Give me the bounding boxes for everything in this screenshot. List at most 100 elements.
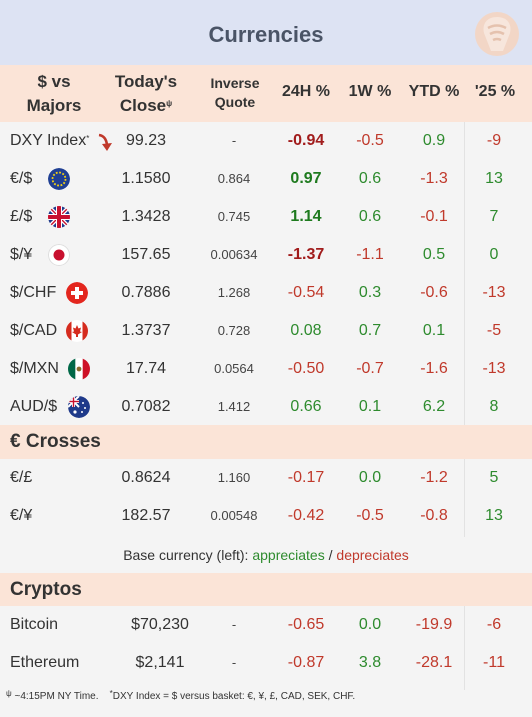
table-row: $/CHF 0.7886 1.268 -0.54 0.3 -0.6 -13	[0, 274, 532, 312]
change-25: 7	[489, 208, 499, 225]
change-25: -6	[486, 616, 502, 633]
change-ytd: -0.8	[420, 507, 448, 524]
inverse-quote: -	[231, 617, 237, 632]
pair-name: DXY Index*	[10, 132, 90, 149]
change-25: -9	[486, 132, 502, 149]
red-down-arrow-icon	[98, 133, 112, 151]
pair-name: €/£	[10, 469, 33, 486]
change-1w: 0.6	[358, 170, 382, 187]
inverse-quote: -	[231, 133, 237, 148]
change-1w: 3.8	[358, 654, 382, 671]
change-ytd: -0.1	[420, 208, 448, 225]
table-row: DXY Index* 99.23 - -0.94 -0.5 0.9 -9	[0, 122, 532, 160]
change-1w: -0.5	[356, 507, 384, 524]
footnote: ψ ~4:15PM NY Time. *DXY Index = $ versus…	[6, 689, 356, 702]
change-24h: -0.17	[287, 469, 325, 486]
close-value: 1.3737	[121, 322, 171, 339]
inverse-quote: 1.412	[217, 399, 251, 414]
table-row: $/¥ 157.65 0.00634 -1.37 -1.1 0.5 0	[0, 236, 532, 274]
change-ytd: -1.3	[420, 170, 448, 187]
inverse-quote: -	[231, 655, 237, 670]
title-bar: Currencies	[0, 0, 532, 65]
change-24h: 0.66	[290, 398, 322, 415]
change-25: -13	[482, 284, 506, 301]
japan-flag-icon	[48, 244, 70, 266]
change-ytd: 0.1	[422, 322, 446, 339]
crypto-name: Ethereum	[10, 654, 80, 671]
inverse-quote: 0.00634	[210, 247, 258, 262]
section-header-crosses: € Crosses	[0, 425, 532, 459]
column-divider	[464, 459, 465, 537]
close-value: 1.3428	[121, 208, 171, 225]
pair-name: $/¥	[10, 246, 33, 263]
change-ytd: 0.9	[422, 132, 446, 149]
section-header-cryptos: Cryptos	[0, 573, 532, 606]
inverse-quote: 0.745	[217, 209, 251, 224]
uk-flag-icon	[48, 206, 70, 228]
change-24h: -0.94	[287, 132, 325, 149]
close-value: 157.65	[121, 246, 171, 263]
change-1w: 0.0	[358, 616, 382, 633]
table-row: €/£ 0.8624 1.160 -0.17 0.0 -1.2 5	[0, 459, 532, 497]
change-ytd: -19.9	[415, 616, 453, 633]
page-title: Currencies	[208, 22, 324, 47]
header-25: '25 %	[474, 83, 516, 100]
header-pair: $ vs Majors	[26, 72, 82, 115]
brand-logo-icon	[475, 12, 519, 56]
change-24h: 0.08	[290, 322, 322, 339]
change-1w: 0.7	[358, 322, 382, 339]
change-ytd: -1.2	[420, 469, 448, 486]
change-25: -13	[482, 360, 506, 377]
header-ytd: YTD %	[408, 83, 460, 100]
close-value: 0.7082	[121, 398, 171, 415]
table-header: $ vs Majors Today's Closeψ Inverse Quote…	[0, 65, 532, 122]
table-row: AUD/$ 0.7082 1.412 0.66 0.1 6.2 8	[0, 388, 532, 426]
change-24h: 1.14	[290, 208, 322, 225]
change-1w: -1.1	[356, 246, 384, 263]
header-close: Today's Closeψ	[114, 72, 178, 115]
inverse-quote: 1.268	[217, 285, 251, 300]
pair-name: $/CHF	[10, 284, 57, 301]
change-ytd: -0.6	[420, 284, 448, 301]
pair-name: €/$	[10, 170, 33, 187]
canada-flag-icon	[66, 320, 88, 342]
change-1w: -0.7	[356, 360, 384, 377]
change-ytd: 6.2	[422, 398, 446, 415]
inverse-quote: 1.160	[217, 470, 251, 485]
change-1w: 0.3	[358, 284, 382, 301]
mexico-flag-icon	[68, 358, 90, 380]
table-row: €/¥ 182.57 0.00548 -0.42 -0.5 -0.8 13	[0, 497, 532, 535]
change-25: 13	[485, 507, 503, 524]
table-row: £/$ 1.3428 0.745 1.14 0.6 -0.1 7	[0, 198, 532, 236]
header-inverse: Inverse Quote	[210, 75, 260, 110]
change-1w: 0.0	[358, 469, 382, 486]
change-25: 5	[489, 469, 499, 486]
crypto-name: Bitcoin	[10, 616, 59, 633]
pair-name: €/¥	[10, 507, 33, 524]
change-25: 13	[485, 170, 503, 187]
close-value: 99.23	[125, 132, 167, 149]
change-1w: 0.6	[358, 208, 382, 225]
change-24h: -0.87	[287, 654, 325, 671]
change-24h: -0.54	[287, 284, 325, 301]
pair-name: AUD/$	[10, 398, 58, 415]
header-1w: 1W %	[348, 83, 392, 100]
change-1w: -0.5	[356, 132, 384, 149]
header-24h: 24H %	[281, 83, 331, 100]
change-ytd: -28.1	[415, 654, 453, 671]
close-value: 0.8624	[121, 469, 171, 486]
change-25: -5	[486, 322, 502, 339]
change-25: -11	[483, 654, 505, 671]
column-divider	[464, 606, 465, 690]
change-24h: 0.97	[290, 170, 322, 187]
change-ytd: 0.5	[422, 246, 446, 263]
euro-flag-icon	[48, 168, 70, 190]
close-value: 1.1580	[121, 170, 171, 187]
pair-name: $/MXN	[10, 360, 59, 377]
change-24h: -1.37	[287, 246, 325, 263]
inverse-quote: 0.00548	[210, 508, 258, 523]
change-24h: -0.42	[287, 507, 325, 524]
swiss-flag-icon	[66, 282, 88, 304]
pair-name: £/$	[10, 208, 33, 225]
pair-name: $/CAD	[10, 322, 58, 339]
